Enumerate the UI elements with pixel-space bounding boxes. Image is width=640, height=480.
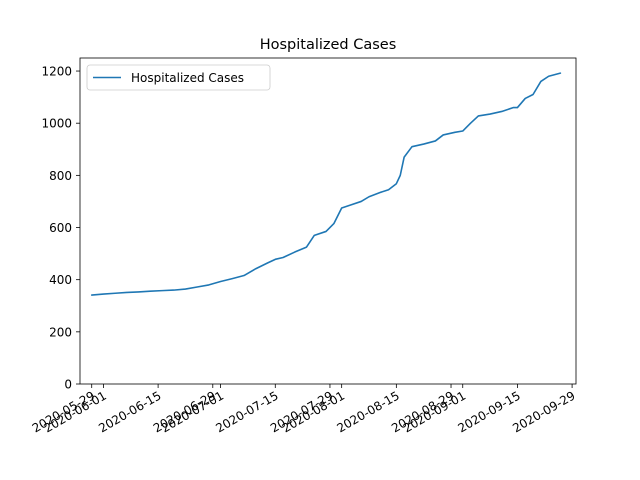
- y-tick-label: 200: [49, 325, 72, 339]
- y-tick-label: 400: [49, 273, 72, 287]
- y-tick-label: 0: [64, 378, 72, 392]
- legend: Hospitalized Cases: [86, 64, 271, 91]
- series-line-0: [90, 72, 562, 296]
- y-tick-label: 1200: [41, 65, 72, 79]
- axes-frame: [79, 57, 577, 385]
- y-tick-label: 600: [49, 221, 72, 235]
- legend-label-0: Hospitalized Cases: [131, 71, 244, 85]
- plot-background: [80, 58, 576, 384]
- plot-area: [80, 58, 576, 384]
- y-tick-label: 800: [49, 169, 72, 183]
- y-tick-label: 1000: [41, 117, 72, 131]
- chart-title: Hospitalized Cases: [260, 37, 397, 53]
- series-layer: [90, 72, 562, 296]
- legend-box: [86, 64, 271, 91]
